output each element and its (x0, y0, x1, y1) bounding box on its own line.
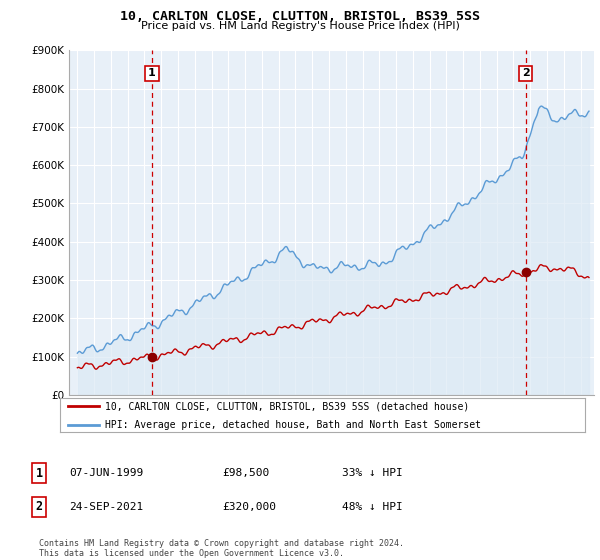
Text: 10, CARLTON CLOSE, CLUTTON, BRISTOL, BS39 5SS: 10, CARLTON CLOSE, CLUTTON, BRISTOL, BS3… (120, 10, 480, 23)
Text: 07-JUN-1999: 07-JUN-1999 (69, 468, 143, 478)
Text: 2: 2 (35, 500, 43, 514)
Text: 33% ↓ HPI: 33% ↓ HPI (342, 468, 403, 478)
Text: 48% ↓ HPI: 48% ↓ HPI (342, 502, 403, 512)
Text: Contains HM Land Registry data © Crown copyright and database right 2024.
This d: Contains HM Land Registry data © Crown c… (39, 539, 404, 558)
Text: 2: 2 (522, 68, 530, 78)
Text: £98,500: £98,500 (222, 468, 269, 478)
Text: 1: 1 (35, 466, 43, 480)
Text: HPI: Average price, detached house, Bath and North East Somerset: HPI: Average price, detached house, Bath… (104, 419, 481, 430)
Text: 24-SEP-2021: 24-SEP-2021 (69, 502, 143, 512)
Text: 1: 1 (148, 68, 156, 78)
Text: £320,000: £320,000 (222, 502, 276, 512)
Text: 10, CARLTON CLOSE, CLUTTON, BRISTOL, BS39 5SS (detached house): 10, CARLTON CLOSE, CLUTTON, BRISTOL, BS3… (104, 402, 469, 411)
Text: Price paid vs. HM Land Registry's House Price Index (HPI): Price paid vs. HM Land Registry's House … (140, 21, 460, 31)
